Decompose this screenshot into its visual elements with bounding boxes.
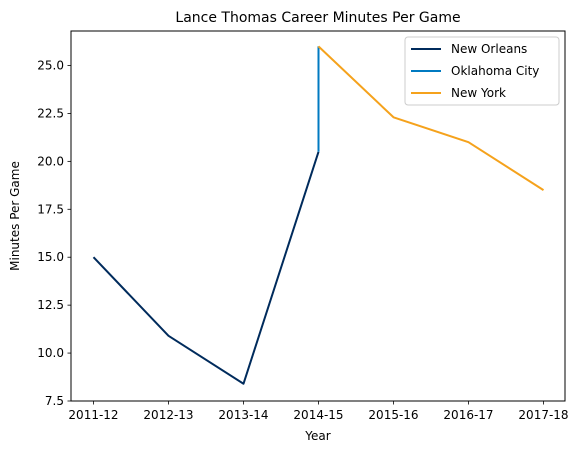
x-axis: 2011-12 2012-13 2013-14 2014-15 2015-16 2016-… [68, 401, 569, 422]
plot-frame [70, 30, 566, 402]
y-tick-label: 12.5 [37, 298, 64, 312]
y-tick-label: 25.0 [37, 59, 64, 73]
chart-title: Lance Thomas Career Minutes Per Game [175, 10, 460, 26]
x-tick-label: 2011-12 [68, 408, 118, 422]
y-axis: 7.5 10.0 12.5 15.0 17.5 20.0 22.5 25.0 [37, 59, 71, 408]
series-line-new-york [317, 45, 545, 191]
series-line-new-orleans [92, 151, 320, 385]
legend-label-new-york: New York [451, 86, 506, 100]
legend-box [404, 36, 560, 106]
x-tick-label: 2016-17 [443, 408, 493, 422]
x-tick-label: 2013-14 [218, 408, 268, 422]
y-tick-label: 10.0 [37, 346, 64, 360]
x-tick-label: 2015-16 [368, 408, 418, 422]
x-tick-label: 2012-13 [143, 408, 193, 422]
legend: New Orleans Oklahoma City New York [404, 36, 560, 106]
legend-label-new-orleans: New Orleans [451, 42, 527, 56]
y-tick-label: 22.5 [37, 106, 64, 120]
y-axis-title: Minutes Per Game [8, 161, 22, 271]
y-tick-label: 20.0 [37, 154, 64, 168]
legend-label-oklahoma-city: Oklahoma City [451, 64, 539, 78]
x-axis-title: Year [304, 429, 330, 443]
y-tick-label: 17.5 [37, 202, 64, 216]
x-tick-label: 2014-15 [293, 408, 343, 422]
y-tick-label: 7.5 [45, 394, 64, 408]
series-layer [92, 45, 545, 385]
x-tick-label: 2017-18 [518, 408, 568, 422]
y-tick-label: 15.0 [37, 250, 64, 264]
